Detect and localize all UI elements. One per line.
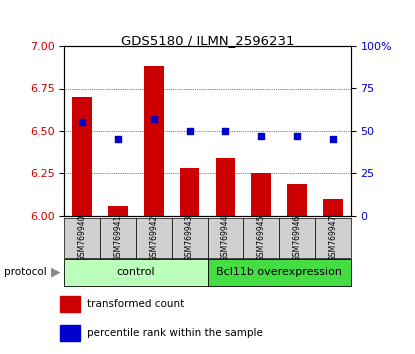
Point: [294, 133, 300, 139]
Text: GSM769946: GSM769946: [293, 215, 301, 261]
Text: GSM769943: GSM769943: [185, 215, 194, 261]
Text: GSM769941: GSM769941: [114, 215, 122, 261]
Bar: [144, 67, 164, 216]
Text: protocol: protocol: [4, 267, 47, 278]
Text: GSM769940: GSM769940: [78, 215, 87, 261]
Bar: [61, 296, 80, 312]
Text: control: control: [117, 267, 155, 278]
Text: ▶: ▶: [51, 266, 61, 279]
Text: GDS5180 / ILMN_2596231: GDS5180 / ILMN_2596231: [121, 34, 294, 47]
FancyBboxPatch shape: [172, 218, 208, 258]
Bar: [215, 158, 235, 216]
FancyBboxPatch shape: [136, 218, 172, 258]
FancyBboxPatch shape: [279, 218, 315, 258]
FancyBboxPatch shape: [243, 218, 279, 258]
FancyBboxPatch shape: [100, 218, 136, 258]
Bar: [323, 199, 343, 216]
Text: GSM769944: GSM769944: [221, 215, 230, 261]
FancyBboxPatch shape: [64, 259, 208, 286]
FancyBboxPatch shape: [315, 218, 351, 258]
Bar: [108, 206, 128, 216]
Bar: [287, 184, 307, 216]
FancyBboxPatch shape: [208, 259, 351, 286]
Text: Bcl11b overexpression: Bcl11b overexpression: [216, 267, 342, 278]
Point: [258, 133, 264, 139]
FancyBboxPatch shape: [208, 218, 243, 258]
Text: GSM769942: GSM769942: [149, 215, 158, 261]
Bar: [61, 325, 80, 341]
Text: transformed count: transformed count: [87, 299, 184, 309]
Bar: [251, 173, 271, 216]
Point: [330, 137, 336, 142]
Bar: [72, 97, 92, 216]
Point: [222, 128, 229, 134]
Point: [151, 116, 157, 122]
Point: [186, 128, 193, 134]
Point: [79, 120, 85, 125]
Text: percentile rank within the sample: percentile rank within the sample: [87, 328, 263, 338]
Text: GSM769945: GSM769945: [257, 215, 266, 261]
Bar: [180, 169, 200, 216]
FancyBboxPatch shape: [64, 218, 100, 258]
Text: GSM769947: GSM769947: [328, 215, 337, 261]
Point: [115, 137, 121, 142]
